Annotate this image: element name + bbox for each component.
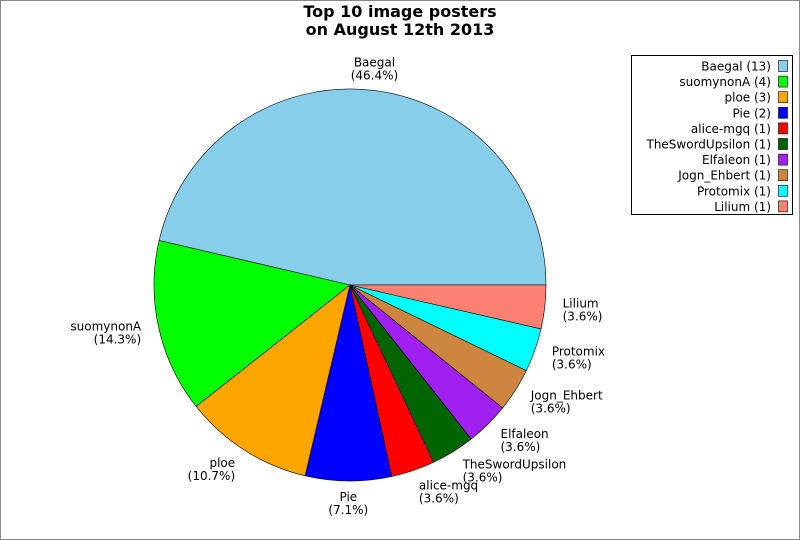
chart-title: on August 12th 2013 bbox=[306, 20, 495, 39]
slice-label: Lilium bbox=[563, 297, 599, 311]
slice-label: Pie bbox=[339, 490, 357, 504]
slice-value-label: (3.6%) bbox=[552, 357, 592, 371]
slice-label: Elfaleon bbox=[500, 427, 548, 441]
pie-slice bbox=[195, 284, 351, 477]
chart-title: Top 10 image posters bbox=[303, 2, 496, 21]
legend-swatch bbox=[778, 60, 788, 72]
legend-swatch bbox=[778, 153, 788, 166]
slice-label: Baegal bbox=[354, 55, 395, 69]
legend-label: alice-mgq (1) bbox=[691, 122, 771, 136]
slice-value-label: (7.1%) bbox=[328, 503, 368, 517]
slice-label: Jogn_Ehbert bbox=[530, 389, 603, 403]
slice-label: Protomix bbox=[552, 344, 605, 358]
legend-swatch bbox=[778, 200, 788, 213]
pie-slice bbox=[349, 284, 547, 330]
slice-value-label: (3.6%) bbox=[419, 491, 459, 505]
legend-swatch bbox=[778, 91, 788, 103]
slice-value-label: (46.4%) bbox=[351, 68, 398, 82]
slice-label: suomynonA bbox=[70, 320, 142, 334]
legend-label: suomynonA (4) bbox=[679, 75, 771, 89]
legend-swatch bbox=[778, 75, 788, 88]
slice-value-label: (3.6%) bbox=[500, 440, 540, 454]
slice-value-label: (3.6%) bbox=[563, 310, 603, 324]
legend-swatch bbox=[778, 138, 788, 150]
legend-label: Elfaleon (1) bbox=[702, 153, 771, 167]
legend-label: Protomix (1) bbox=[697, 184, 771, 198]
slice-value-label: (3.6%) bbox=[531, 402, 571, 416]
pie-slice bbox=[153, 240, 351, 407]
slice-label: alice-mgq bbox=[419, 478, 478, 492]
pie-slice bbox=[158, 88, 547, 286]
legend-label: TheSwordUpsilon (1) bbox=[645, 138, 771, 152]
legend-swatch bbox=[778, 169, 788, 181]
legend-label: Jogn_Ehbert (1) bbox=[677, 169, 771, 183]
legend-box bbox=[631, 55, 793, 215]
slice-label: ploe bbox=[209, 456, 235, 470]
legend-label: Baegal (13) bbox=[701, 60, 771, 74]
slice-value-label: (10.7%) bbox=[188, 469, 235, 483]
slice-label: TheSwordUpsilon bbox=[462, 457, 567, 471]
legend-swatch bbox=[778, 107, 788, 119]
legend-swatch bbox=[778, 185, 788, 197]
legend-swatch bbox=[778, 122, 788, 135]
legend-label: ploe (3) bbox=[725, 91, 772, 105]
slice-value-label: (14.3%) bbox=[94, 333, 141, 347]
slice-value-label: (3.6%) bbox=[463, 470, 503, 484]
legend-label: Lilium (1) bbox=[714, 200, 771, 214]
legend-label: Pie (2) bbox=[732, 106, 771, 120]
